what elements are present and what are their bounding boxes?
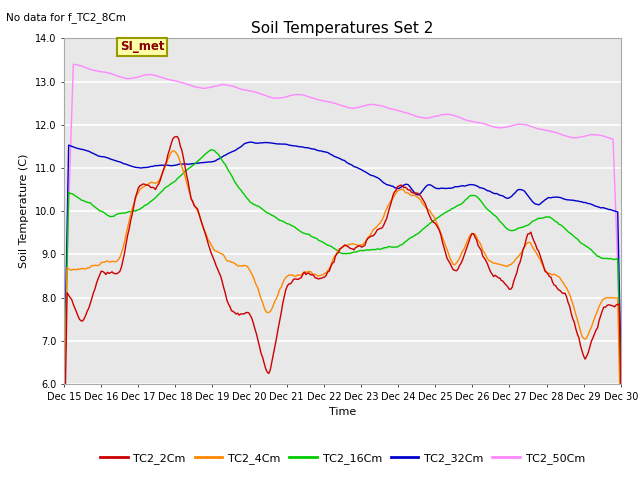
Text: No data for f_TC2_8Cm: No data for f_TC2_8Cm — [6, 12, 126, 23]
Legend: TC2_2Cm, TC2_4Cm, TC2_16Cm, TC2_32Cm, TC2_50Cm: TC2_2Cm, TC2_4Cm, TC2_16Cm, TC2_32Cm, TC… — [95, 448, 589, 468]
Y-axis label: Soil Temperature (C): Soil Temperature (C) — [19, 154, 29, 268]
Title: Soil Temperatures Set 2: Soil Temperatures Set 2 — [252, 21, 433, 36]
Text: SI_met: SI_met — [120, 40, 164, 53]
X-axis label: Time: Time — [329, 407, 356, 417]
